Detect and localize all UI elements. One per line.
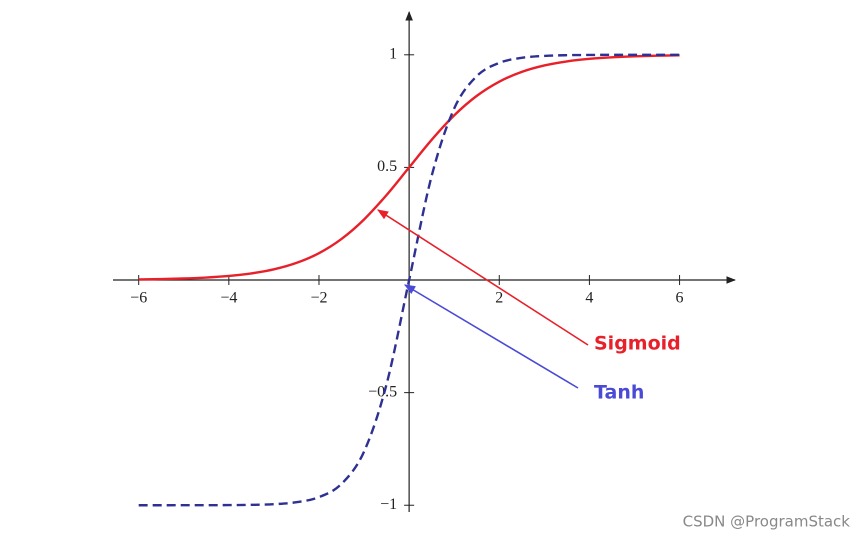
x-tick-label: −2 [310, 290, 327, 307]
annotation-arrow [404, 284, 579, 389]
x-tick-label: −4 [220, 290, 237, 307]
series-line [138, 54, 680, 281]
y-tick-label: −1 [380, 496, 397, 513]
y-tick-label: 0.5 [377, 158, 397, 175]
x-tick-label: 6 [676, 290, 684, 307]
x-tick-label: −6 [130, 290, 147, 307]
annotation-arrow [377, 209, 589, 346]
y-tick-label: 1 [389, 45, 397, 62]
x-tick-label: 2 [495, 290, 503, 307]
watermark: CSDN @ProgramStack [683, 513, 851, 531]
annotation-label: Sigmoid [594, 333, 681, 355]
series-line [138, 53, 680, 507]
x-tick-label: 4 [585, 290, 593, 307]
y-tick-label: −0.5 [368, 383, 397, 400]
annotation-label: Tanh [594, 382, 644, 404]
